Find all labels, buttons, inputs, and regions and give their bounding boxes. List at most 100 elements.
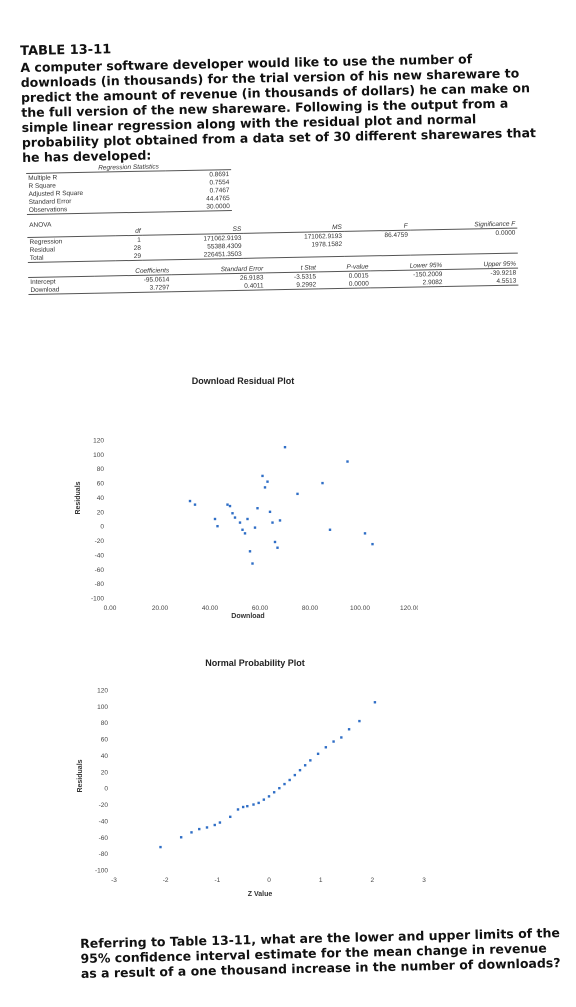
data-point <box>272 791 276 794</box>
y-tick-label: -100 <box>91 596 104 603</box>
x-tick-label: 60.00 <box>252 605 269 612</box>
data-point <box>243 532 247 535</box>
data-point <box>271 521 274 524</box>
normal-probability-plot: Normal Probability Plot Z Value Residual… <box>70 652 440 907</box>
data-point <box>276 546 279 549</box>
x-tick-label: 0.00 <box>104 605 117 612</box>
x-axis-label: Z Value <box>248 891 273 898</box>
data-point <box>179 836 183 839</box>
x-tick-label: 0 <box>267 877 271 884</box>
data-point <box>229 815 232 819</box>
y-tick-label: 60 <box>97 481 105 488</box>
y-tick-label: 120 <box>93 438 104 445</box>
data-point <box>238 521 242 524</box>
data-point <box>236 808 240 811</box>
data-point <box>266 480 269 483</box>
data-point <box>371 542 374 546</box>
data-point <box>321 481 324 485</box>
data-point <box>231 512 234 515</box>
y-tick-label: -80 <box>99 851 109 858</box>
y-tick-label: 80 <box>97 466 105 473</box>
data-point <box>346 460 349 463</box>
y-tick-label: 0 <box>100 524 104 531</box>
coefficients-table: Coefficients Standard Error t Stat P-val… <box>27 259 519 295</box>
x-tick-label: -2 <box>163 877 169 884</box>
data-point <box>347 728 351 731</box>
data-point <box>373 701 377 704</box>
data-point <box>278 519 282 522</box>
data-point <box>246 804 249 808</box>
regression-statistics-table: Regression Statistics Multiple R 0.8691 R… <box>26 161 232 215</box>
data-point <box>252 803 255 806</box>
x-tick-label: 40.00 <box>202 605 219 612</box>
y-tick-label: 40 <box>97 495 105 502</box>
data-point <box>262 798 266 801</box>
y-tick-label: -80 <box>95 581 105 588</box>
data-point <box>293 773 297 777</box>
data-point <box>256 507 259 510</box>
data-point <box>358 719 361 723</box>
data-point <box>267 795 271 798</box>
data-point <box>283 445 287 449</box>
data-point <box>328 528 332 531</box>
data-point <box>228 504 232 508</box>
data-point <box>273 540 277 544</box>
data-point <box>213 517 217 521</box>
y-tick-label: 60 <box>101 737 109 744</box>
x-tick-label: 100.00 <box>350 605 370 612</box>
data-point <box>226 503 229 506</box>
data-point <box>324 746 328 749</box>
residual-plot: Download Residual Plot Download Residual… <box>68 368 418 638</box>
anova-table: ANOVA df SS MS F Significance F Regressi… <box>27 212 518 263</box>
x-tick-label: 20.00 <box>152 605 169 612</box>
data-point <box>261 474 264 478</box>
data-point <box>253 526 257 529</box>
y-tick-label: -60 <box>95 567 105 574</box>
y-tick-label: -40 <box>95 552 105 559</box>
x-tick-label: 1 <box>319 877 323 884</box>
data-point <box>298 768 302 772</box>
y-tick-label: 100 <box>97 704 108 711</box>
normal-probability-plot-svg: Normal Probability Plot Z Value Residual… <box>77 658 426 898</box>
data-point <box>251 562 254 565</box>
data-point <box>332 740 335 743</box>
y-tick-label: 80 <box>101 720 109 727</box>
y-tick-label: -60 <box>99 835 109 842</box>
data-point <box>198 827 201 831</box>
y-tick-label: 120 <box>97 688 108 695</box>
x-tick-label: 80.00 <box>302 605 319 612</box>
y-tick-label: 100 <box>93 452 104 459</box>
data-point <box>246 517 249 521</box>
data-point <box>263 486 267 489</box>
data-point <box>248 550 252 553</box>
data-point <box>190 831 193 834</box>
data-point <box>159 845 162 849</box>
data-point <box>188 499 192 503</box>
y-tick-label: 0 <box>104 786 108 793</box>
chart-title: Download Residual Plot <box>192 376 295 386</box>
y-axis-label: Residuals <box>77 759 84 792</box>
data-point <box>216 524 219 528</box>
regression-output: Regression Statistics Multiple R 0.8691 R… <box>26 156 519 295</box>
data-point <box>257 801 260 805</box>
data-point <box>303 764 307 767</box>
problem-statement: TABLE 13-11 A computer software develope… <box>20 34 552 165</box>
x-tick-label: -3 <box>111 877 117 884</box>
data-point <box>213 823 216 827</box>
y-tick-label: -20 <box>95 538 105 545</box>
data-point <box>363 532 367 535</box>
plot-area: 120 100 80 60 40 20 0 -20 -40 -60 -80 -100-3 -2 -1 0 1 2… <box>95 688 426 885</box>
chart-title: Normal Probability Plot <box>205 658 305 668</box>
x-axis-label: Download <box>231 613 264 620</box>
y-tick-label: -100 <box>95 868 108 875</box>
y-tick-label: -20 <box>99 802 109 809</box>
data-point <box>316 752 320 756</box>
problem-text: A computer software developer would like… <box>20 51 537 165</box>
y-tick-label: 20 <box>101 769 109 776</box>
question-text: Referring to Table 13-11, what are the l… <box>80 925 561 981</box>
residual-plot-svg: Download Residual Plot Download Residual… <box>75 376 418 620</box>
y-tick-label: 40 <box>101 753 109 760</box>
x-tick-label: -1 <box>214 877 220 884</box>
data-point <box>205 826 209 829</box>
